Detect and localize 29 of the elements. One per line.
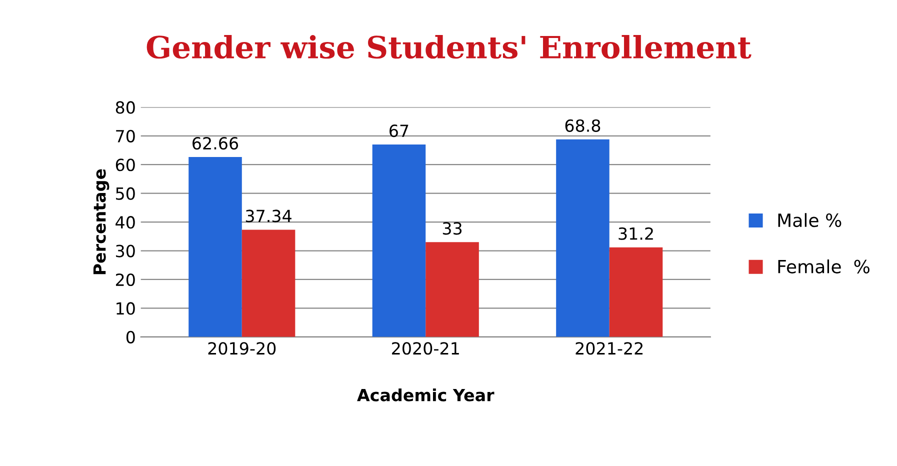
data-label: 67 bbox=[390, 124, 408, 138]
bar bbox=[556, 139, 610, 337]
y-tick-label: 40 bbox=[116, 216, 135, 229]
bar bbox=[426, 242, 479, 337]
y-tick-label: 50 bbox=[116, 187, 135, 200]
bar bbox=[242, 230, 296, 337]
data-label: 31.2 bbox=[618, 227, 653, 240]
data-label: 68.8 bbox=[565, 119, 600, 132]
x-tick-label: 2020-21 bbox=[392, 342, 459, 355]
data-label: 62.66 bbox=[192, 136, 238, 150]
bar bbox=[609, 247, 663, 337]
y-tick-label: 10 bbox=[116, 302, 135, 315]
data-label: 33 bbox=[442, 222, 462, 235]
y-tick-label: 60 bbox=[116, 158, 135, 172]
x-tick-label: 2021-22 bbox=[576, 342, 643, 355]
y-tick-label: 20 bbox=[116, 273, 135, 286]
y-tick-label: 30 bbox=[116, 244, 135, 258]
data-label: 37.34 bbox=[246, 210, 292, 222]
x-axis-title: Academic Year bbox=[357, 388, 494, 402]
chart-title: Gender wise Students' Enrollement bbox=[146, 35, 752, 59]
legend-label: Male % bbox=[778, 213, 842, 228]
y-tick-label: 0 bbox=[126, 330, 135, 344]
y-axis-title: Percentage bbox=[93, 169, 110, 274]
bar bbox=[188, 156, 242, 337]
y-tick-label: 80 bbox=[116, 101, 135, 114]
y-tick-label: 70 bbox=[116, 130, 135, 142]
legend-label: Female % bbox=[778, 259, 870, 274]
bar bbox=[372, 144, 426, 337]
x-tick-label: 2019-20 bbox=[208, 342, 276, 355]
